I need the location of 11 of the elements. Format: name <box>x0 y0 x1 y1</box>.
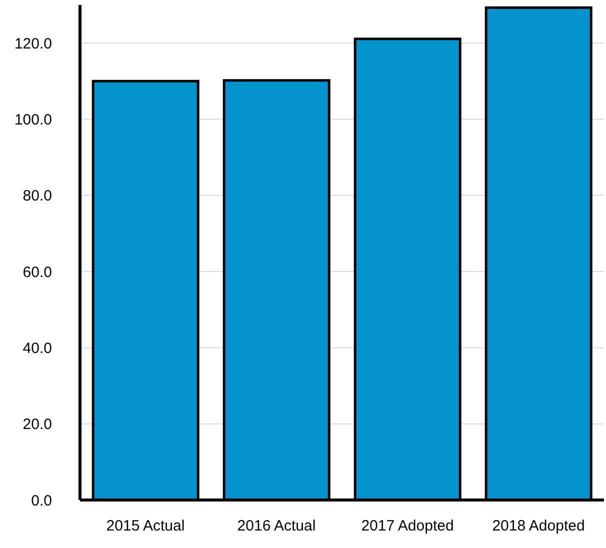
y-tick-label: 120.0 <box>14 35 52 52</box>
y-tick-label: 100.0 <box>14 112 52 129</box>
y-tick-label: 20.0 <box>22 416 52 434</box>
x-tick-label: 2016 Actual <box>237 518 316 535</box>
x-tick-label: 2017 Adopted <box>361 518 454 535</box>
y-tick-label: 80.0 <box>22 188 52 205</box>
x-tick-label: 2015 Actual <box>106 518 185 535</box>
x-tick-label: 2018 Adopted <box>492 518 585 535</box>
y-tick-label: 60.0 <box>22 264 52 281</box>
y-tick-label: 40.0 <box>22 340 52 358</box>
y-tick-label: 0.0 <box>31 492 52 510</box>
